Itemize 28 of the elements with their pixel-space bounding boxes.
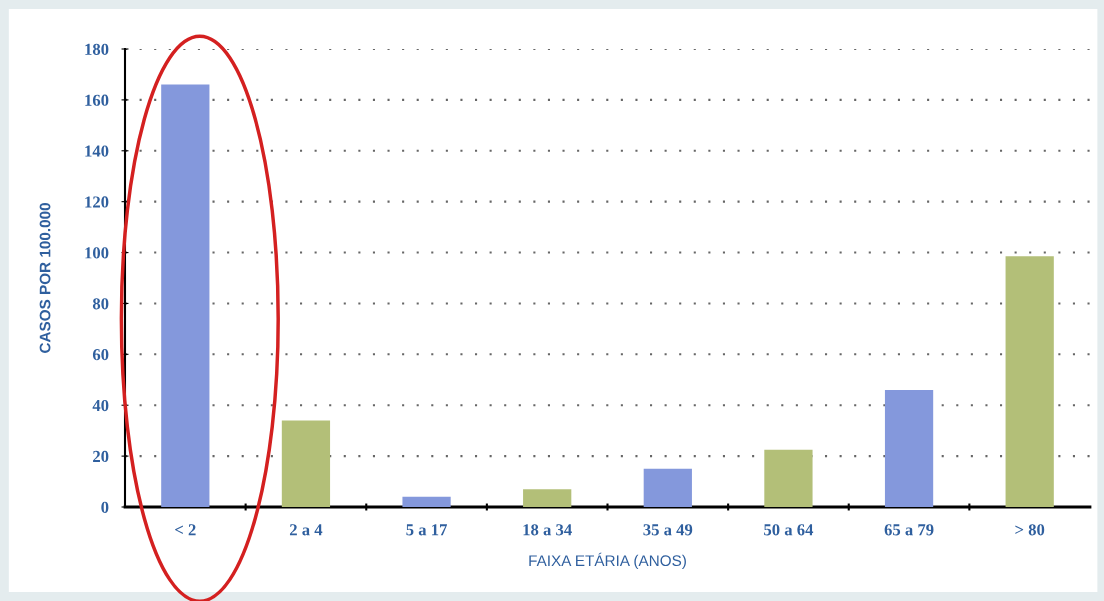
x-tick-label: > 80 [1015,524,1045,536]
y-tick-label: 60 [92,349,109,361]
y-tick-label: 140 [85,145,109,157]
y-tick-label: 80 [92,298,109,310]
bar [1005,256,1054,507]
bar [884,389,934,507]
x-tick-label: 50 a 64 [764,524,814,536]
x-axis-title: FAIXA ETÁRIA (ANOS) [529,552,686,570]
y-tick-label: 120 [85,196,109,208]
y-tick-label: 40 [92,399,109,412]
y-tick-label: 20 [93,450,109,463]
x-tick-label: < 2 [175,524,196,536]
y-tick-label: 180 [85,43,109,55]
y-tick-label: 160 [85,94,109,106]
bar [281,420,331,507]
bar [161,84,210,507]
x-tick-label: 2 a 4 [289,524,323,536]
bar [523,489,572,507]
x-tick-label: 65 a 79 [884,524,934,536]
y-tick-label: 100 [85,247,109,259]
y-tick-label: 0 [101,501,109,513]
x-tick-label: 18 a 34 [523,524,572,536]
x-tick-label: 35 a 49 [643,524,693,536]
x-tick-label: 5 a 17 [406,524,447,536]
bar [402,496,451,507]
bar [764,449,813,507]
bar [643,468,692,507]
y-axis-title: CASOS POR 100.000 [39,203,51,353]
